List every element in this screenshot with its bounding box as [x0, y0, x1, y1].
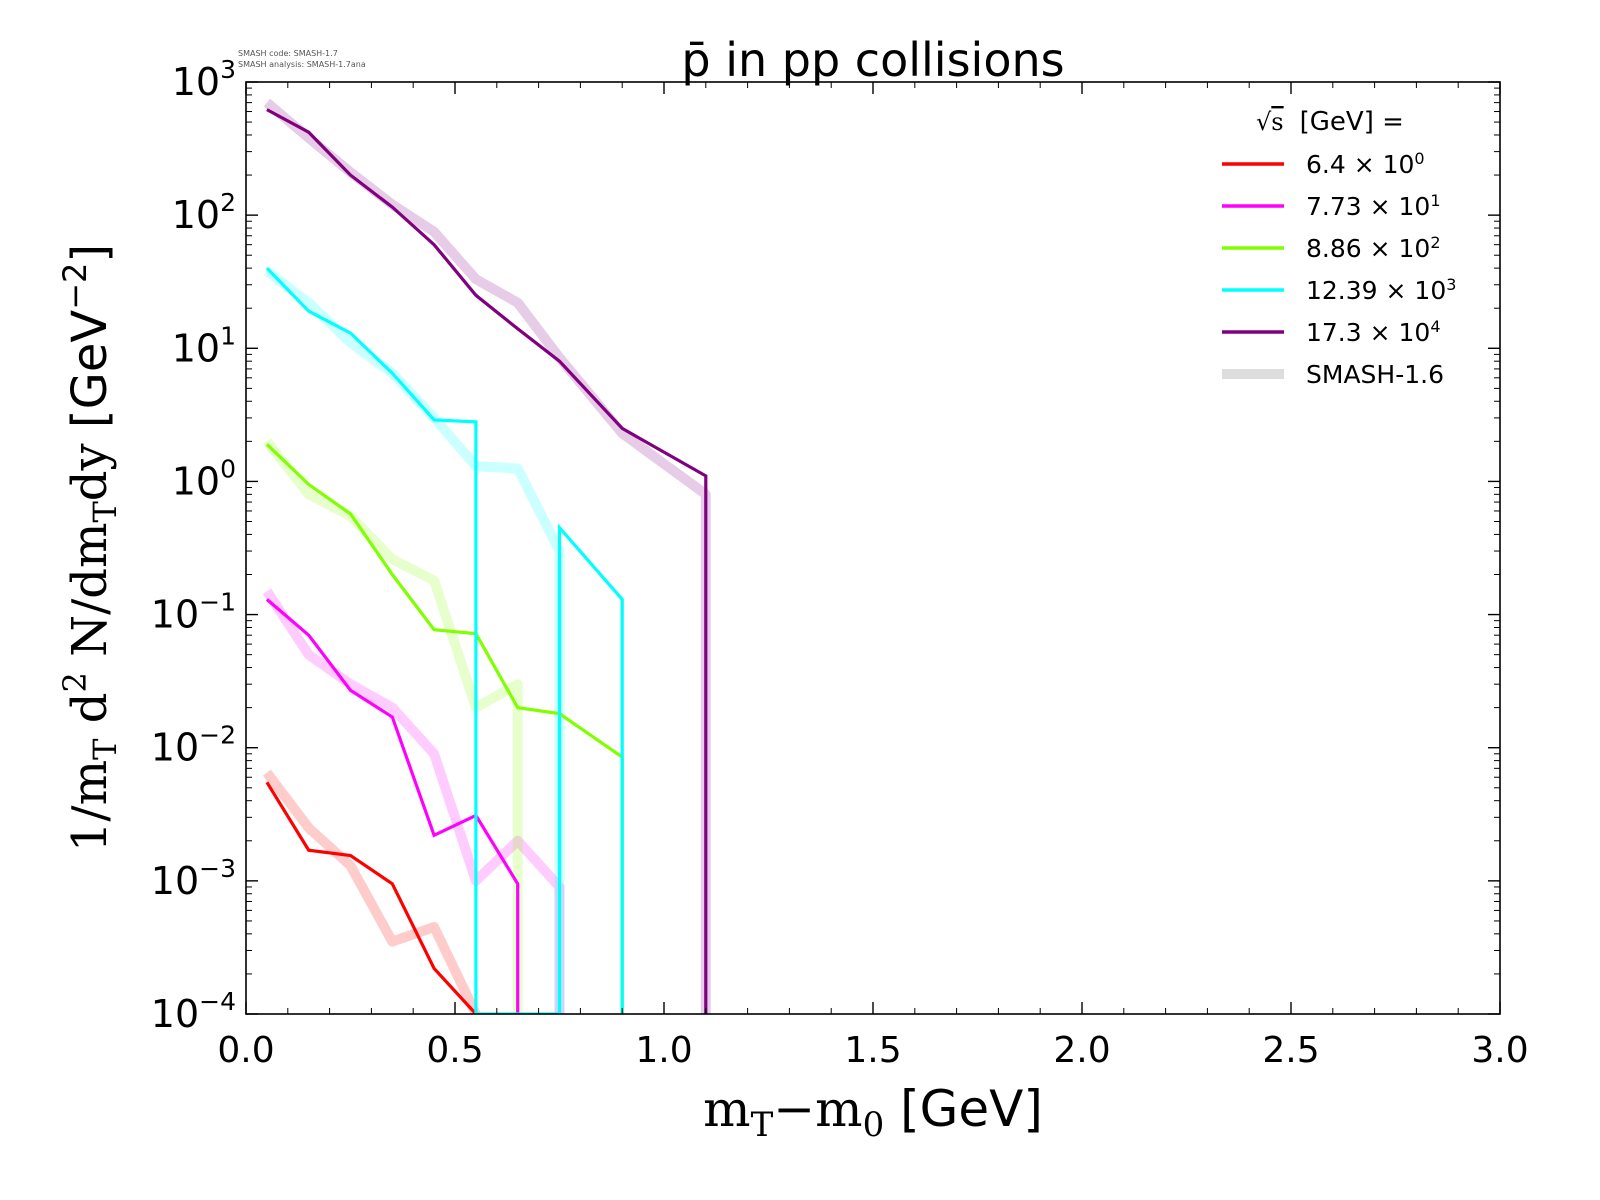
- legend-title: √s [GeV] =: [1256, 107, 1404, 137]
- reference-series-line: [262, 438, 523, 1014]
- series-line: [265, 781, 478, 1014]
- x-tick-label: 1.5: [844, 1030, 901, 1071]
- y-tick-label: 100: [172, 454, 236, 503]
- x-tick-label: 2.0: [1053, 1030, 1110, 1071]
- series-line: [266, 108, 708, 1014]
- sqrt-sign: √: [1256, 108, 1272, 136]
- plot-frame: [245, 81, 1501, 1015]
- y-axis-label: 1/mT d2 N/dmTdy [GeV−2]: [56, 244, 124, 852]
- reference-series-line: [262, 588, 565, 1014]
- y-tick-label: 101: [172, 321, 236, 370]
- legend-label: 17.3 × 104: [1306, 317, 1441, 347]
- legend-label: 8.86 × 102: [1306, 233, 1441, 263]
- x-tick-labels: 0.0 0.5 1.0 1.5 2.0 2.5 3.0: [217, 1030, 1528, 1071]
- x-tick-label: 3.0: [1471, 1030, 1528, 1071]
- meta-code-label: SMASH code: SMASH-1.7: [238, 49, 338, 58]
- axis-ticks: [245, 81, 1501, 1015]
- meta-analysis-label: SMASH analysis: SMASH-1.7ana: [238, 60, 366, 69]
- x-axis-label: mT−m0 [GeV]: [703, 1080, 1043, 1145]
- x-tick-label: 0.0: [217, 1030, 274, 1071]
- legend-label: 12.39 × 103: [1306, 275, 1456, 305]
- reference-lines: [262, 98, 711, 1014]
- x-tick-label: 1.0: [635, 1030, 692, 1071]
- y-tick-label: 102: [172, 188, 236, 237]
- legend-label: 7.73 × 101: [1306, 191, 1441, 221]
- y-tick-label: 10−2: [151, 721, 236, 770]
- y-tick-label: 10−1: [151, 588, 236, 637]
- legend-label-reference: SMASH-1.6: [1306, 360, 1444, 389]
- legend: √s [GeV] = 6.4 × 100 7.73 × 101 8.86 × 102 1…: [1222, 107, 1456, 389]
- y-tick-labels: 10−4 10−3 10−2 10−1 100 101 102 103: [151, 55, 236, 1036]
- series-line: [265, 266, 624, 1014]
- legend-label: 6.4 × 100: [1306, 149, 1425, 179]
- y-tick-label: 103: [172, 55, 236, 104]
- reference-series-line: [262, 769, 481, 1014]
- x-tick-label: 2.5: [1262, 1030, 1319, 1071]
- series-line: [265, 443, 624, 1014]
- x-tick-label: 0.5: [426, 1030, 483, 1071]
- chart-title: p̄ in pp collisions: [681, 33, 1064, 87]
- series-line: [265, 598, 520, 1014]
- y-tick-label: 10−3: [151, 854, 236, 903]
- series-lines: [265, 108, 708, 1014]
- y-tick-label: 10−4: [151, 987, 236, 1036]
